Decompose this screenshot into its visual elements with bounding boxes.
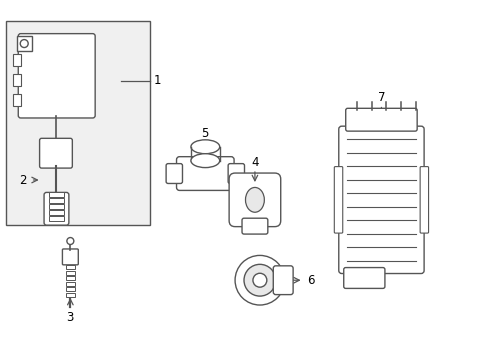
Bar [13,94,21,105]
FancyBboxPatch shape [343,267,385,288]
FancyBboxPatch shape [273,266,293,294]
Text: 3: 3 [67,311,74,324]
Circle shape [253,273,267,287]
FancyBboxPatch shape [176,157,234,190]
Bar [13,74,21,86]
Bar [49,210,64,215]
FancyBboxPatch shape [339,126,424,274]
FancyBboxPatch shape [44,192,69,225]
Text: 7: 7 [378,91,385,104]
FancyBboxPatch shape [346,108,417,131]
Circle shape [235,255,285,305]
Bar [6,21,150,225]
FancyBboxPatch shape [228,164,245,184]
Bar [49,204,64,209]
Ellipse shape [245,188,264,212]
FancyBboxPatch shape [334,167,343,233]
Bar [13,54,21,66]
Bar [66,293,75,297]
FancyBboxPatch shape [166,164,182,184]
Ellipse shape [191,140,220,154]
Bar [66,287,75,291]
FancyBboxPatch shape [18,33,95,118]
FancyBboxPatch shape [242,218,268,234]
Bar [66,265,75,269]
Text: 1: 1 [154,74,161,87]
FancyBboxPatch shape [62,249,78,265]
Bar [66,282,75,286]
Text: 4: 4 [251,156,259,168]
Circle shape [67,238,74,244]
Bar [49,198,64,203]
Text: 2: 2 [19,174,26,186]
Circle shape [244,264,276,296]
Text: 6: 6 [307,274,314,287]
Bar [66,271,75,275]
Bar [49,192,64,197]
Bar [17,36,32,51]
FancyBboxPatch shape [229,173,281,227]
FancyBboxPatch shape [420,167,429,233]
FancyBboxPatch shape [40,138,73,168]
Bar [191,147,220,161]
Text: 5: 5 [201,127,209,140]
Bar [66,276,75,280]
Ellipse shape [191,154,220,168]
Bar [49,216,64,221]
Circle shape [20,40,28,48]
